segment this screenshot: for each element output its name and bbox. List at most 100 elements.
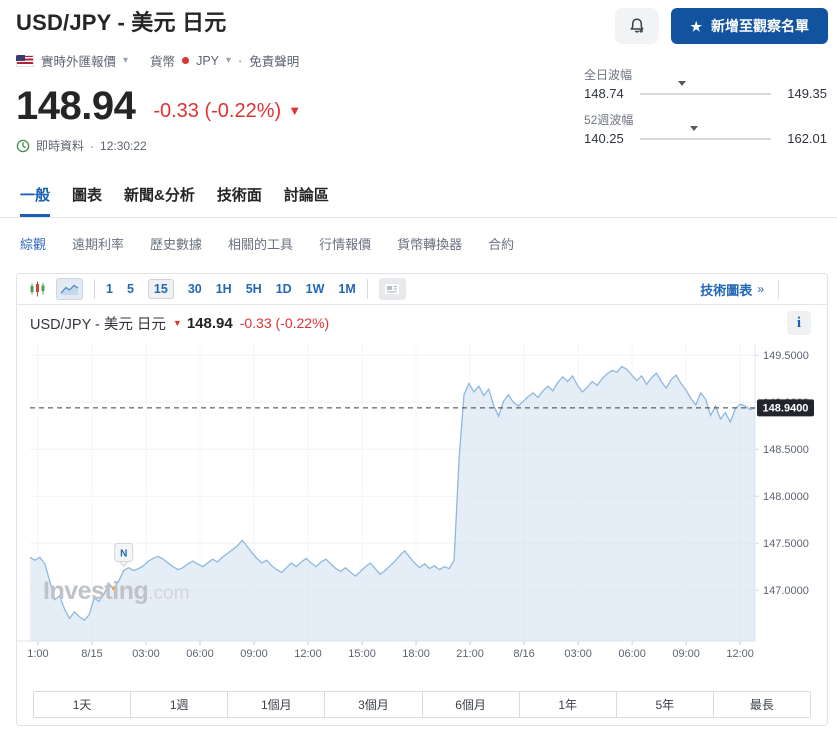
chevron-down-icon: ▾ — [123, 55, 129, 66]
interval-1d[interactable]: 1D — [275, 282, 292, 296]
chevron-down-icon: ▾ — [226, 55, 232, 66]
x-axis-label: 8/15 — [81, 648, 102, 660]
last-price: 148.94 — [16, 84, 136, 128]
y-axis-label: 148.0000 — [763, 491, 809, 503]
last-price-tag — [757, 399, 814, 417]
interval-15[interactable]: 15 — [147, 279, 174, 299]
interval-buttons: 1 5 15 30 1H 5H 1D 1W 1M — [106, 279, 356, 299]
x-axis-label: 12:00 — [294, 648, 322, 660]
range-1y[interactable]: 1年 — [519, 692, 617, 717]
breadcrumb-separator: · — [238, 53, 243, 68]
x-axis-label: 12:00 — [726, 648, 754, 660]
day-range-row: 148.74 149.35 — [584, 80, 827, 107]
price-area-fill — [30, 366, 755, 641]
technical-chart-label: 技術圖表 — [700, 282, 753, 298]
range-max[interactable]: 最長 — [713, 692, 810, 717]
candlestick-icon — [29, 280, 46, 298]
add-watchlist-label: 新增至觀察名單 — [711, 18, 809, 34]
page-title: USD/JPY - 美元 日元 — [16, 10, 227, 35]
y-axis-label: 147.5000 — [763, 538, 809, 550]
breadcrumb-market[interactable]: 實時外匯報價 — [41, 55, 117, 69]
range-1m[interactable]: 1個月 — [228, 692, 326, 717]
range-5y[interactable]: 5年 — [616, 692, 714, 717]
x-axis-label: 03:00 — [132, 648, 160, 660]
week52-range-high: 162.01 — [787, 131, 827, 146]
down-arrow-icon: ▼ — [172, 318, 182, 328]
day-range-label: 全日波幅 — [584, 68, 633, 82]
week52-range-label: 52週波幅 — [584, 113, 634, 127]
chart-card: 1 5 15 30 1H 5H 1D 1W 1M 技術圖表 » — [16, 273, 828, 726]
down-triangle-icon: ▼ — [288, 103, 302, 118]
subtab-related-tools[interactable]: 相關的工具 — [228, 237, 294, 252]
range-1d[interactable]: 1天 — [34, 692, 132, 717]
range-stats: 全日波幅 148.74 149.35 52週波幅 140.25 162.01 — [584, 66, 827, 156]
x-axis-label: 21:00 — [456, 648, 484, 660]
subtab-overview[interactable]: 綜觀 — [20, 237, 47, 252]
interval-1w[interactable]: 1W — [305, 282, 325, 296]
range-3m[interactable]: 3個月 — [325, 692, 423, 717]
subtab-quotes[interactable]: 行情報價 — [319, 237, 372, 252]
clock-icon — [16, 139, 30, 153]
candlestick-chart-button[interactable] — [29, 280, 46, 298]
create-alert-button[interactable] — [615, 8, 660, 44]
area-chart-button[interactable] — [56, 278, 83, 300]
price-change: -0.33 (-0.22%) ▼ — [153, 100, 302, 122]
tab-chart[interactable]: 圖表 — [72, 187, 103, 204]
realtime-separator: · — [90, 138, 95, 153]
x-axis-label: 18:00 — [402, 648, 430, 660]
header: USD/JPY - 美元 日元 ★ 新增至觀察名單 實時外匯報價 ▾ 貨幣 J — [0, 0, 837, 154]
svg-text:N: N — [120, 548, 127, 559]
chart-toolbar: 1 5 15 30 1H 5H 1D 1W 1M 技術圖表 » — [17, 274, 827, 305]
interval-1m[interactable]: 1M — [338, 282, 356, 296]
tab-general[interactable]: 一般 — [20, 184, 51, 217]
add-watchlist-button[interactable]: ★ 新增至觀察名單 — [671, 8, 828, 44]
bell-plus-icon — [628, 17, 646, 35]
tab-discussion[interactable]: 討論區 — [283, 187, 329, 204]
technical-chart-link[interactable]: 技術圖表 » — [700, 279, 779, 299]
range-1w[interactable]: 1週 — [131, 692, 229, 717]
interval-1h[interactable]: 1H — [215, 282, 232, 296]
realtime-time: 12:30:22 — [100, 138, 147, 153]
star-icon: ★ — [690, 18, 702, 34]
x-axis-label: 09:00 — [240, 648, 268, 660]
day-range-marker-icon — [677, 80, 686, 107]
chart-body: 147.0000147.5000148.0000148.5000149.0000… — [17, 341, 827, 663]
day-range-low: 148.74 — [584, 86, 624, 101]
interval-1[interactable]: 1 — [106, 282, 113, 296]
price-area-chart[interactable]: 147.0000147.5000148.0000148.5000149.0000… — [17, 341, 826, 663]
x-axis-label: 1:00 — [27, 648, 48, 660]
chart-header: USD/JPY - 美元 日元 ▼ 148.94 -0.33 (-0.22%) … — [17, 305, 827, 341]
x-axis-label: 06:00 — [618, 648, 646, 660]
tab-news-analysis[interactable]: 新聞&分析 — [124, 187, 195, 204]
breadcrumb-category[interactable]: 貨幣 — [150, 55, 176, 69]
toolbar-divider — [94, 279, 95, 299]
range-6m[interactable]: 6個月 — [422, 692, 520, 717]
interval-30[interactable]: 30 — [187, 282, 202, 296]
week52-range-low: 140.25 — [584, 131, 624, 146]
x-axis-label: 8/16 — [513, 648, 534, 660]
day-range-track — [640, 80, 771, 107]
chart-news-button[interactable] — [378, 278, 406, 300]
price-line — [29, 365, 756, 622]
subtab-contracts[interactable]: 合約 — [488, 237, 515, 252]
info-icon[interactable]: i — [787, 311, 811, 335]
y-axis-label: 149.5000 — [763, 350, 809, 362]
news-panel-icon — [384, 283, 400, 295]
x-axis-label: 09:00 — [672, 648, 700, 660]
breadcrumb-currency[interactable]: JPY — [196, 53, 219, 68]
subtab-currency-converter[interactable]: 貨幣轉換器 — [397, 237, 463, 252]
interval-5[interactable]: 5 — [126, 282, 134, 296]
tab-technical[interactable]: 技術面 — [216, 187, 262, 204]
breadcrumb: 實時外匯報價 ▾ 貨幣 JPY ▾ · 免責聲明 — [16, 51, 828, 70]
subtab-historical-data[interactable]: 歷史數據 — [150, 237, 203, 252]
area-chart-icon — [60, 283, 79, 296]
main-tabs: 一般 圖表 新聞&分析 技術面 討論區 — [0, 184, 837, 218]
day-range-high: 149.35 — [787, 86, 827, 101]
subtab-forward-rates[interactable]: 遠期利率 — [72, 237, 125, 252]
breadcrumb-disclaimer[interactable]: 免責聲明 — [249, 55, 300, 69]
news-marker-icon — [114, 542, 134, 562]
chart-price-change: -0.33 (-0.22%) — [239, 315, 330, 331]
chart-last-price: 148.94 — [186, 314, 233, 332]
interval-5h[interactable]: 5H — [245, 282, 262, 296]
